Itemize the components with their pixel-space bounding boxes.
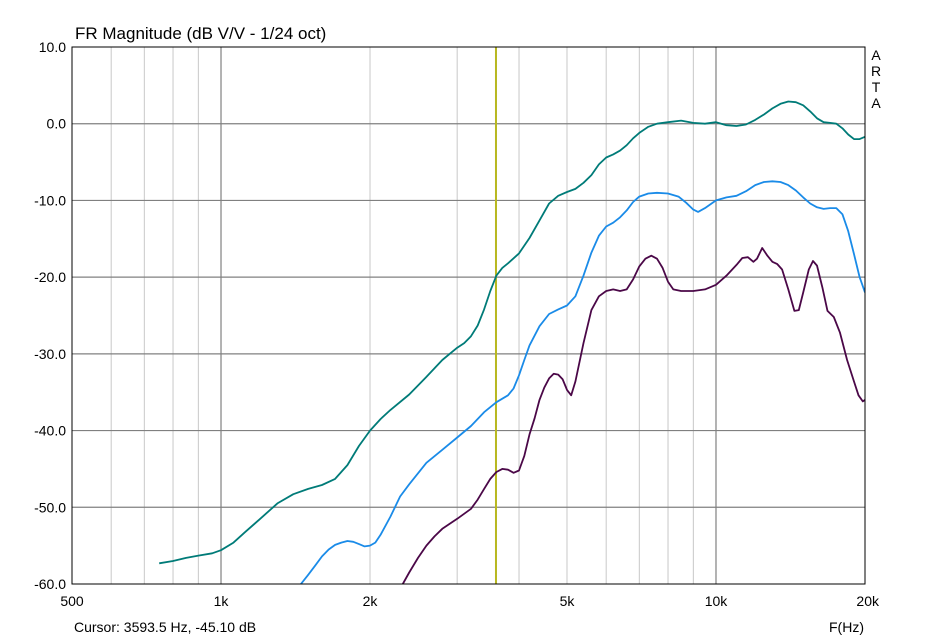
brand-letter: R <box>871 63 881 79</box>
y-tick-label: -20.0 <box>34 269 66 285</box>
series-layer <box>159 100 865 584</box>
y-tick-label: -50.0 <box>34 499 66 515</box>
y-tick-label: -30.0 <box>34 346 66 362</box>
y-tick-label: -10.0 <box>34 192 66 208</box>
y-tick-label: 0.0 <box>47 116 67 132</box>
cursor-readout: Cursor: 3593.5 Hz, -45.10 dB <box>74 619 256 635</box>
x-tick-label: 500 <box>60 593 84 609</box>
chart-title: FR Magnitude (dB V/V - 1/24 oct) <box>75 24 326 43</box>
series-line-1 <box>159 100 865 565</box>
series-line-2 <box>300 180 865 584</box>
y-tick-labels: 10.0 0.0 -10.0 -20.0 -30.0 -40.0 -50.0 -60.0 <box>34 39 66 592</box>
x-tick-label: 5k <box>560 593 576 609</box>
x-tick-label: 2k <box>363 593 379 609</box>
series-line-3 <box>402 247 865 584</box>
brand-letter: A <box>871 95 881 111</box>
x-tick-label: 10k <box>705 593 729 609</box>
x-tick-label: 20k <box>856 593 880 609</box>
minor-gridlines <box>110 47 694 584</box>
brand-label: A R T A <box>871 47 881 111</box>
brand-letter: A <box>871 47 881 63</box>
y-tick-label: -40.0 <box>34 423 66 439</box>
plot-frame <box>71 46 866 585</box>
x-axis-label: F(Hz) <box>829 619 864 635</box>
y-tick-label: -60.0 <box>34 576 66 592</box>
x-tick-labels: 500 1k 2k 5k 10k 20k <box>60 593 880 609</box>
x-tick-label: 1k <box>214 593 230 609</box>
major-gridlines <box>72 47 865 584</box>
brand-letter: T <box>872 79 881 95</box>
y-tick-label: 10.0 <box>39 39 66 55</box>
